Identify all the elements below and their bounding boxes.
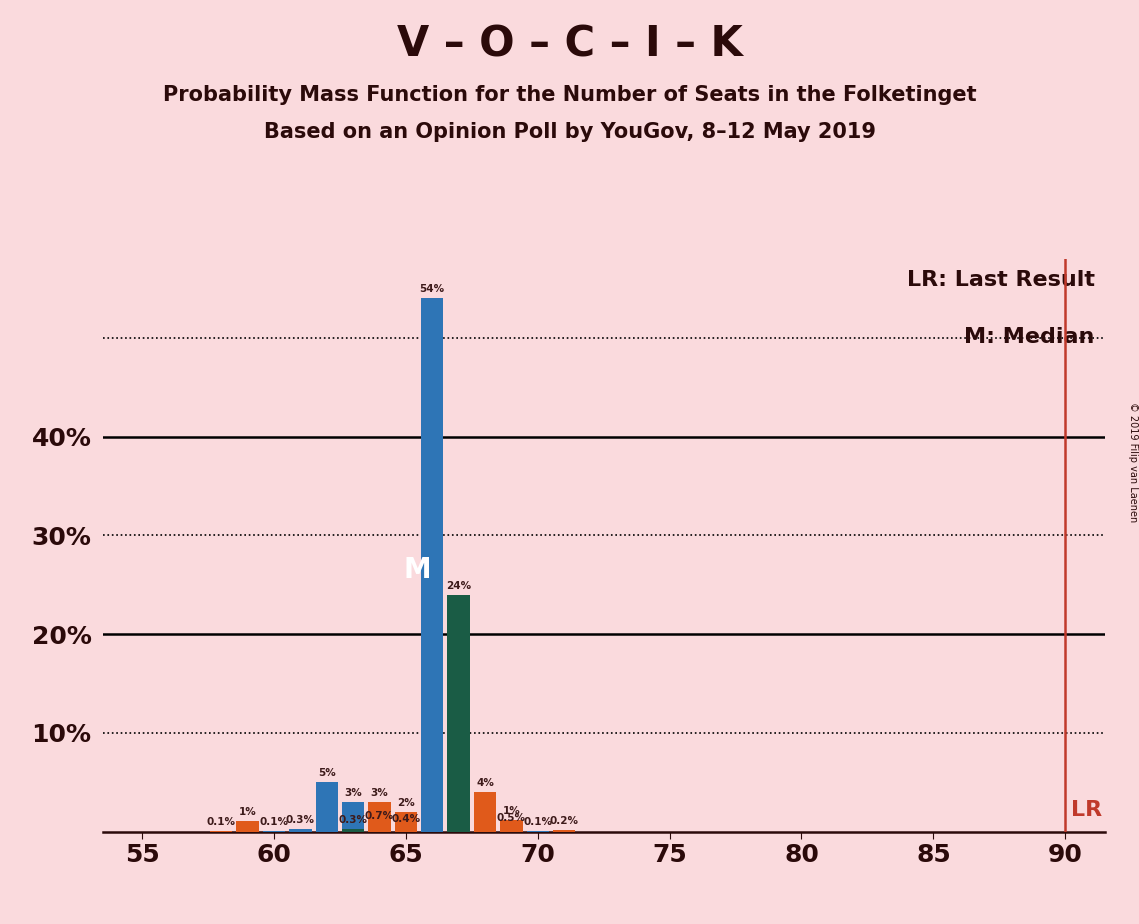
- Text: 5%: 5%: [318, 768, 336, 778]
- Bar: [500, 820, 523, 832]
- Bar: [263, 831, 285, 832]
- Text: 0.5%: 0.5%: [497, 813, 526, 822]
- Bar: [448, 594, 469, 832]
- Bar: [237, 821, 259, 832]
- Text: 4%: 4%: [476, 778, 494, 788]
- Text: © 2019 Filip van Laenen: © 2019 Filip van Laenen: [1129, 402, 1138, 522]
- Text: Probability Mass Function for the Number of Seats in the Folketinget: Probability Mass Function for the Number…: [163, 85, 976, 105]
- Bar: [342, 829, 364, 832]
- Bar: [342, 802, 364, 832]
- Bar: [210, 831, 232, 832]
- Text: 0.2%: 0.2%: [550, 816, 579, 826]
- Bar: [394, 812, 417, 832]
- Bar: [552, 830, 575, 832]
- Bar: [368, 802, 391, 832]
- Text: 0.4%: 0.4%: [392, 814, 420, 823]
- Text: 3%: 3%: [370, 788, 388, 798]
- Text: LR: LR: [1071, 800, 1101, 820]
- Bar: [526, 831, 549, 832]
- Bar: [316, 783, 338, 832]
- Text: 2%: 2%: [398, 798, 415, 808]
- Text: M: M: [404, 556, 432, 584]
- Text: M: Median: M: Median: [965, 327, 1095, 347]
- Bar: [474, 792, 497, 832]
- Text: 1%: 1%: [239, 807, 256, 817]
- Bar: [394, 828, 417, 832]
- Text: 24%: 24%: [446, 580, 472, 590]
- Text: 3%: 3%: [344, 788, 362, 798]
- Text: 0.3%: 0.3%: [338, 815, 368, 825]
- Text: Based on an Opinion Poll by YouGov, 8–12 May 2019: Based on an Opinion Poll by YouGov, 8–12…: [263, 122, 876, 142]
- Text: 0.1%: 0.1%: [260, 817, 288, 827]
- Bar: [289, 829, 312, 832]
- Text: 1%: 1%: [502, 806, 521, 816]
- Bar: [500, 827, 523, 832]
- Bar: [368, 825, 391, 832]
- Text: 0.1%: 0.1%: [206, 817, 236, 827]
- Text: 0.7%: 0.7%: [364, 810, 394, 821]
- Text: 54%: 54%: [419, 285, 445, 294]
- Text: V – O – C – I – K: V – O – C – I – K: [396, 23, 743, 65]
- Text: 0.3%: 0.3%: [286, 815, 314, 825]
- Text: 0.1%: 0.1%: [523, 817, 552, 827]
- Text: LR: Last Result: LR: Last Result: [907, 270, 1095, 290]
- Bar: [421, 298, 443, 832]
